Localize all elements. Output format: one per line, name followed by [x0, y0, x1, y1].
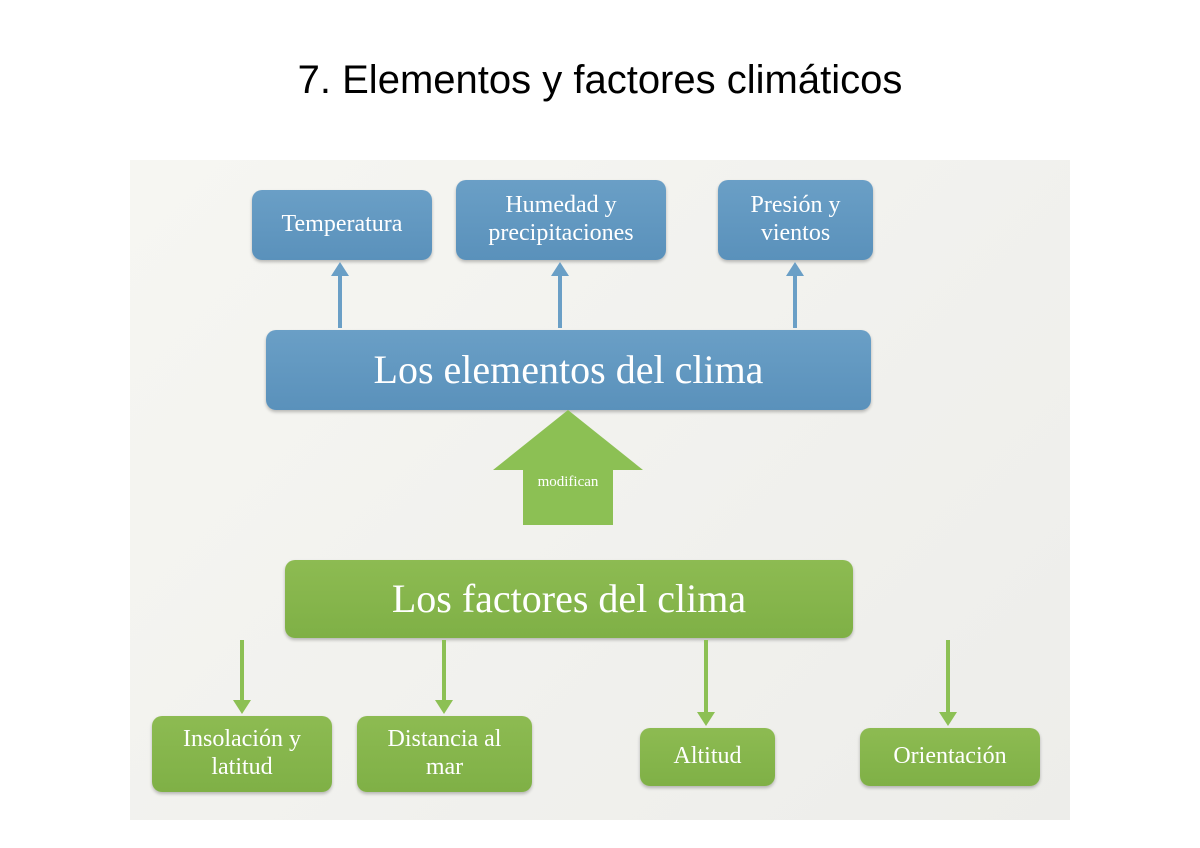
blue-arrow-head-1: [551, 262, 569, 276]
green-arrow-head-0: [233, 700, 251, 714]
element-box-temperatura: Temperatura: [252, 190, 432, 260]
modifican-label: modifican: [538, 474, 599, 491]
blue-arrow-line-1: [558, 276, 562, 328]
green-arrow-head-3: [939, 712, 957, 726]
blue-arrow-line-2: [793, 276, 797, 328]
green-arrow-line-0: [240, 640, 244, 700]
green-arrow-line-2: [704, 640, 708, 712]
blue-arrow-line-0: [338, 276, 342, 328]
green-arrow-line-3: [946, 640, 950, 712]
modifican-arrow: modifican: [493, 410, 643, 525]
green-arrow-head-2: [697, 712, 715, 726]
elements-main-box: Los elementos del clima: [266, 330, 871, 410]
page-title: 7. Elementos y factores climáticos: [0, 0, 1200, 103]
elements-main-label: Los elementos del clima: [374, 347, 764, 393]
factor-box-distancia: Distancia al mar: [357, 716, 532, 792]
diagram-canvas: Temperatura Humedad y precipitaciones Pres…: [130, 160, 1070, 820]
factor-box-orientacion: Orientación: [860, 728, 1040, 786]
element-box-humedad: Humedad y precipitaciones: [456, 180, 666, 260]
factors-main-label: Los factores del clima: [392, 576, 746, 622]
factor-box-altitud: Altitud: [640, 728, 775, 786]
blue-arrow-head-2: [786, 262, 804, 276]
green-arrow-head-1: [435, 700, 453, 714]
factor-box-insolacion: Insolación y latitud: [152, 716, 332, 792]
element-box-presion: Presión y vientos: [718, 180, 873, 260]
factors-main-box: Los factores del clima: [285, 560, 853, 638]
blue-arrow-head-0: [331, 262, 349, 276]
green-arrow-line-1: [442, 640, 446, 700]
